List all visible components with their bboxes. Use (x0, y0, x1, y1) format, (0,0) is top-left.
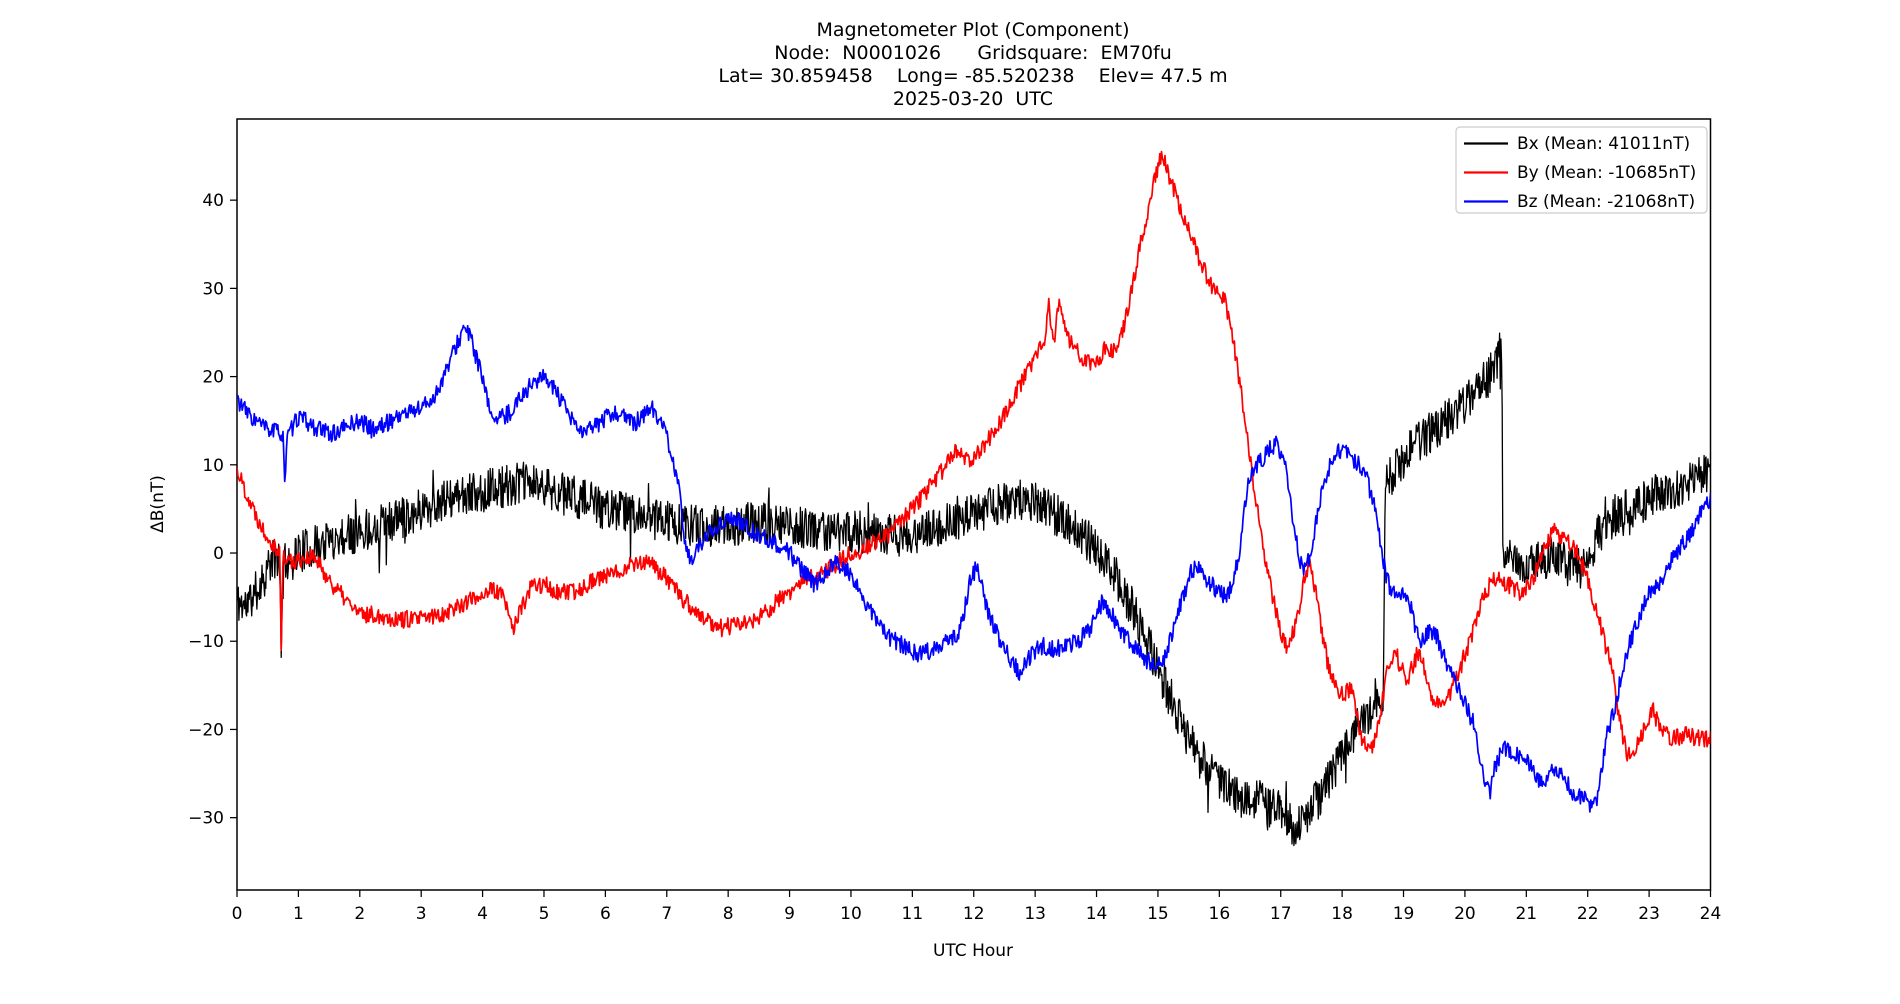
x-tick-label: 3 (416, 904, 427, 924)
x-tick-label: 23 (1638, 904, 1660, 924)
legend-entry-bx: Bx (Mean: 41011nT) (1464, 134, 1690, 154)
chart-title: Magnetometer Plot (Component) (816, 19, 1129, 41)
legend-label-bx: Bx (Mean: 41011nT) (1517, 134, 1690, 154)
y-tick-label: −30 (188, 809, 224, 829)
y-tick-label: −20 (188, 720, 224, 740)
chart-subtitle-location: Lat= 30.859458 Long= -85.520238 Elev= 47… (718, 65, 1227, 87)
x-tick-label: 20 (1454, 904, 1476, 924)
x-tick-label: 18 (1331, 904, 1353, 924)
y-tick-label: −10 (188, 632, 224, 652)
x-tick-label: 9 (784, 904, 795, 924)
legend-frame (1455, 126, 1708, 214)
x-tick-label: 13 (1024, 904, 1046, 924)
x-tick-label: 4 (477, 904, 488, 924)
x-tick-label: 7 (661, 904, 672, 924)
x-tick-label: 11 (902, 904, 924, 924)
legend-label-bz: Bz (Mean: -21068nT) (1517, 192, 1695, 212)
x-tick-label: 14 (1086, 904, 1108, 924)
x-tick-label: 19 (1393, 904, 1415, 924)
y-tick-label: 40 (202, 191, 224, 211)
x-tick-label: 17 (1270, 904, 1292, 924)
x-tick-label: 6 (600, 904, 611, 924)
x-tick-label: 2 (354, 904, 365, 924)
y-axis-label: ΔB(nT) (148, 475, 168, 533)
x-tick-label: 12 (963, 904, 985, 924)
series-line-bz (237, 324, 1711, 813)
x-tick-label: 8 (723, 904, 734, 924)
legend: Bx (Mean: 41011nT) By (Mean: -10685nT) B… (1455, 126, 1708, 214)
series-lines (237, 150, 1711, 847)
y-tick-label: 20 (202, 368, 224, 388)
x-tick-label: 10 (840, 904, 862, 924)
legend-label-by: By (Mean: -10685nT) (1517, 163, 1696, 183)
x-tick-label: 24 (1700, 904, 1722, 924)
series-line-bx (237, 332, 1711, 847)
y-axis-ticks: −30 −20 −10 0 10 20 30 40 (188, 191, 237, 829)
chart-subtitle-date: 2025-03-20 UTC (893, 88, 1053, 110)
x-tick-label: 16 (1209, 904, 1231, 924)
legend-entry-by: By (Mean: -10685nT) (1464, 163, 1696, 183)
x-tick-label: 21 (1515, 904, 1537, 924)
series-line-by (237, 150, 1711, 762)
x-tick-label: 5 (539, 904, 550, 924)
x-tick-label: 15 (1147, 904, 1169, 924)
y-tick-label: 10 (202, 456, 224, 476)
y-tick-label: 30 (202, 279, 224, 299)
x-axis-ticks: 0 1 2 3 4 5 6 7 8 9 10 11 12 13 14 15 16 17 18 19 20 21 22 23 24 (232, 890, 1722, 924)
x-tick-label: 0 (232, 904, 243, 924)
x-tick-label: 22 (1577, 904, 1599, 924)
x-tick-label: 1 (293, 904, 304, 924)
legend-entry-bz: Bz (Mean: -21068nT) (1464, 192, 1695, 212)
chart-subtitle-node: Node: N0001026 Gridsquare: EM70fu (774, 42, 1172, 64)
x-axis-label: UTC Hour (933, 941, 1013, 961)
y-tick-label: 0 (213, 544, 224, 564)
